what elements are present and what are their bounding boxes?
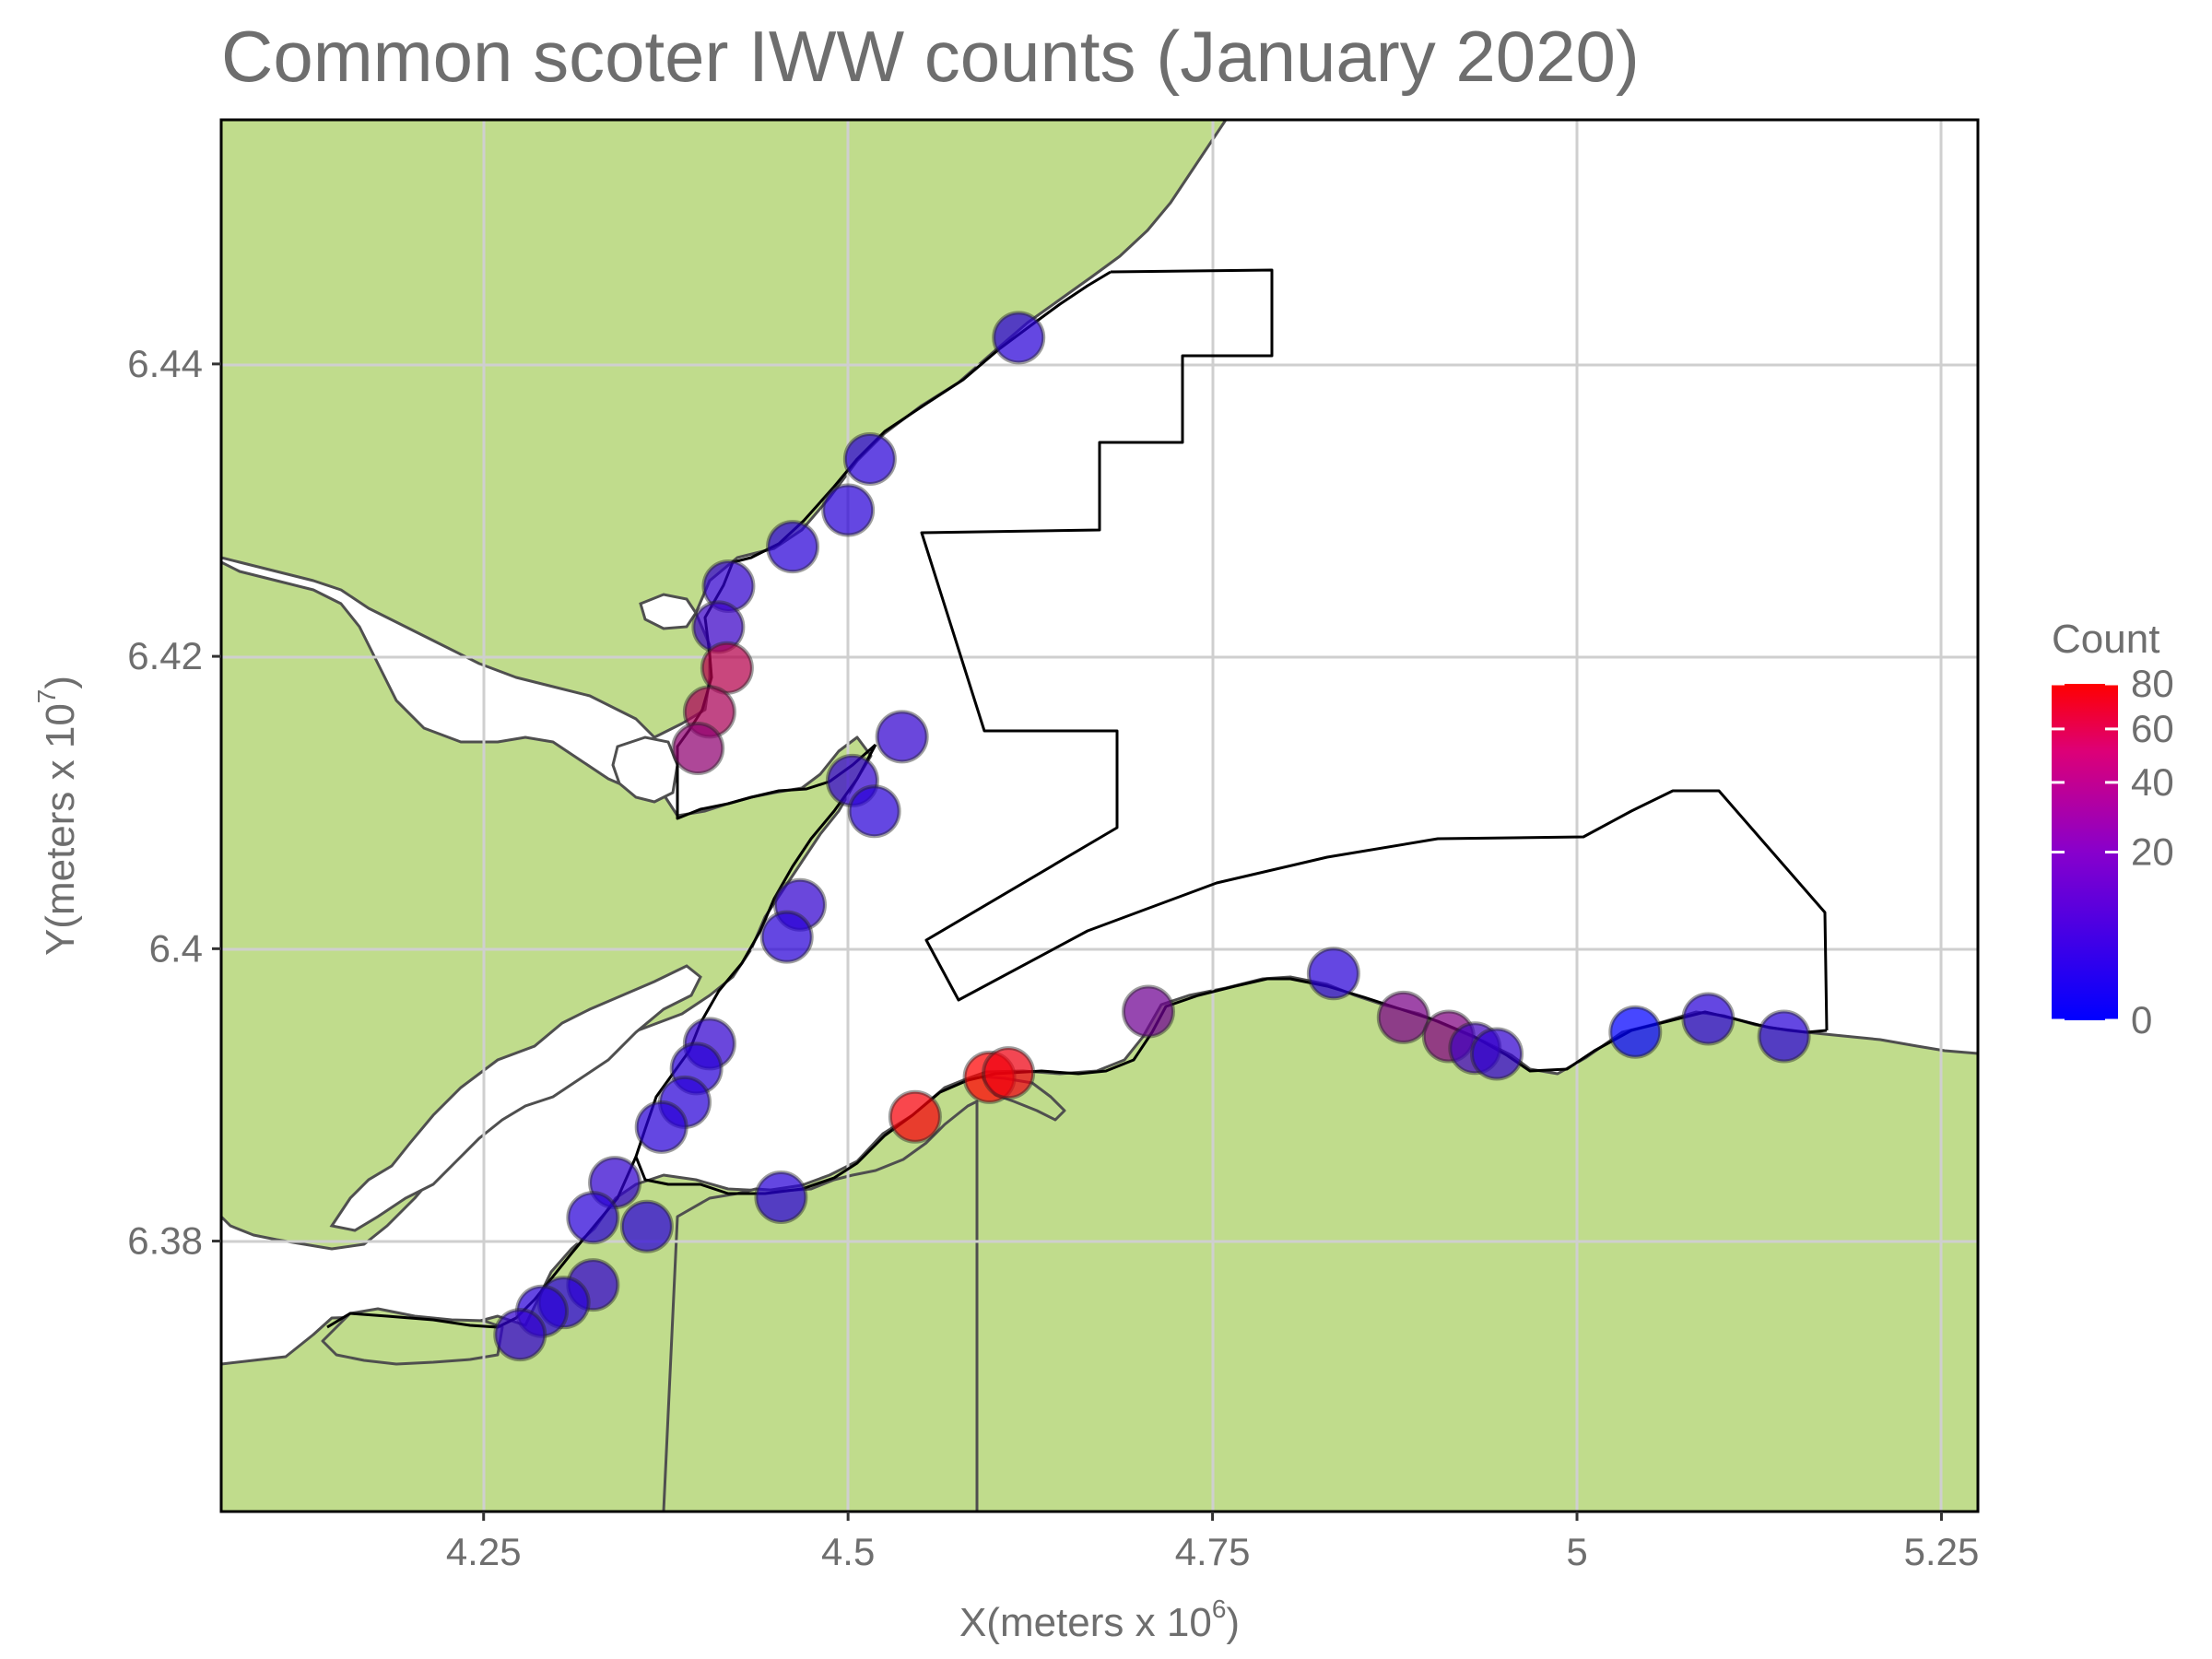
- legend-title: Count: [2052, 617, 2159, 662]
- survey-boundary-west: [920, 268, 1829, 1031]
- count-point: [754, 1170, 808, 1224]
- chart-title: Common scoter IWW counts (January 2020): [221, 16, 1640, 97]
- x-tick-label: 5: [1566, 1530, 1587, 1573]
- y-axis-ticks: 6.38 6.4 6.42 6.44: [127, 342, 221, 1263]
- y-tick-label: 6.38: [127, 1219, 203, 1263]
- count-point: [566, 1191, 620, 1245]
- count-point: [1608, 1005, 1663, 1059]
- count-point: [700, 641, 754, 695]
- inland-water: [329, 964, 702, 1232]
- y-axis-label-exponent: 7: [32, 689, 61, 704]
- x-tick-label: 4.25: [446, 1530, 522, 1573]
- count-point: [759, 910, 814, 964]
- y-axis-label-tail: ): [38, 676, 83, 689]
- x-axis-label-tail: ): [1226, 1600, 1240, 1645]
- y-axis-label: Y(meters x 107): [32, 676, 83, 956]
- inland-water-3: [639, 593, 698, 630]
- count-points: [493, 311, 1811, 1362]
- count-point: [1470, 1027, 1524, 1081]
- count-point: [1681, 992, 1735, 1046]
- count-point: [821, 483, 876, 537]
- map-panel: [221, 120, 1978, 1512]
- inland-water-2: [611, 735, 679, 804]
- legend-tick-label: 0: [2131, 998, 2152, 1041]
- count-point: [671, 722, 725, 776]
- legend-tick-label: 60: [2131, 707, 2174, 750]
- gridlines: [221, 120, 1978, 1512]
- count-point: [1121, 984, 1175, 1039]
- x-axis-ticks: 4.25 4.5 4.75 5 5.25: [446, 1512, 1979, 1573]
- x-tick-label: 4.5: [821, 1530, 875, 1573]
- legend-tick-label: 80: [2131, 662, 2174, 705]
- count-point: [992, 311, 1046, 365]
- count-point: [888, 1089, 942, 1144]
- legend-tick-label: 40: [2131, 760, 2174, 804]
- count-point: [982, 1046, 1036, 1100]
- x-axis-label: X(meters x 106): [959, 1594, 1240, 1645]
- count-point: [1376, 990, 1430, 1044]
- x-tick-label: 4.75: [1175, 1530, 1251, 1573]
- count-point: [842, 431, 897, 486]
- count-point: [847, 784, 901, 839]
- y-tick-label: 6.4: [149, 926, 203, 970]
- count-point: [493, 1308, 547, 1362]
- x-tick-label: 5.25: [1904, 1530, 1980, 1573]
- x-axis-label-exponent: 6: [1212, 1594, 1227, 1623]
- count-point: [766, 520, 820, 574]
- y-axis-label-main: Y(meters x 10: [38, 703, 83, 956]
- land-channel-north: [662, 1100, 979, 1512]
- count-point: [875, 710, 929, 764]
- count-point: [1306, 947, 1360, 1001]
- y-tick-label: 6.42: [127, 634, 203, 677]
- count-point: [634, 1100, 688, 1154]
- y-tick-label: 6.44: [127, 342, 203, 385]
- panel-border: [219, 118, 1980, 1513]
- count-point: [619, 1199, 674, 1253]
- count-point: [1757, 1009, 1811, 1064]
- x-axis-label-main: X(meters x 10: [959, 1600, 1212, 1645]
- legend-tick-label: 20: [2131, 830, 2174, 874]
